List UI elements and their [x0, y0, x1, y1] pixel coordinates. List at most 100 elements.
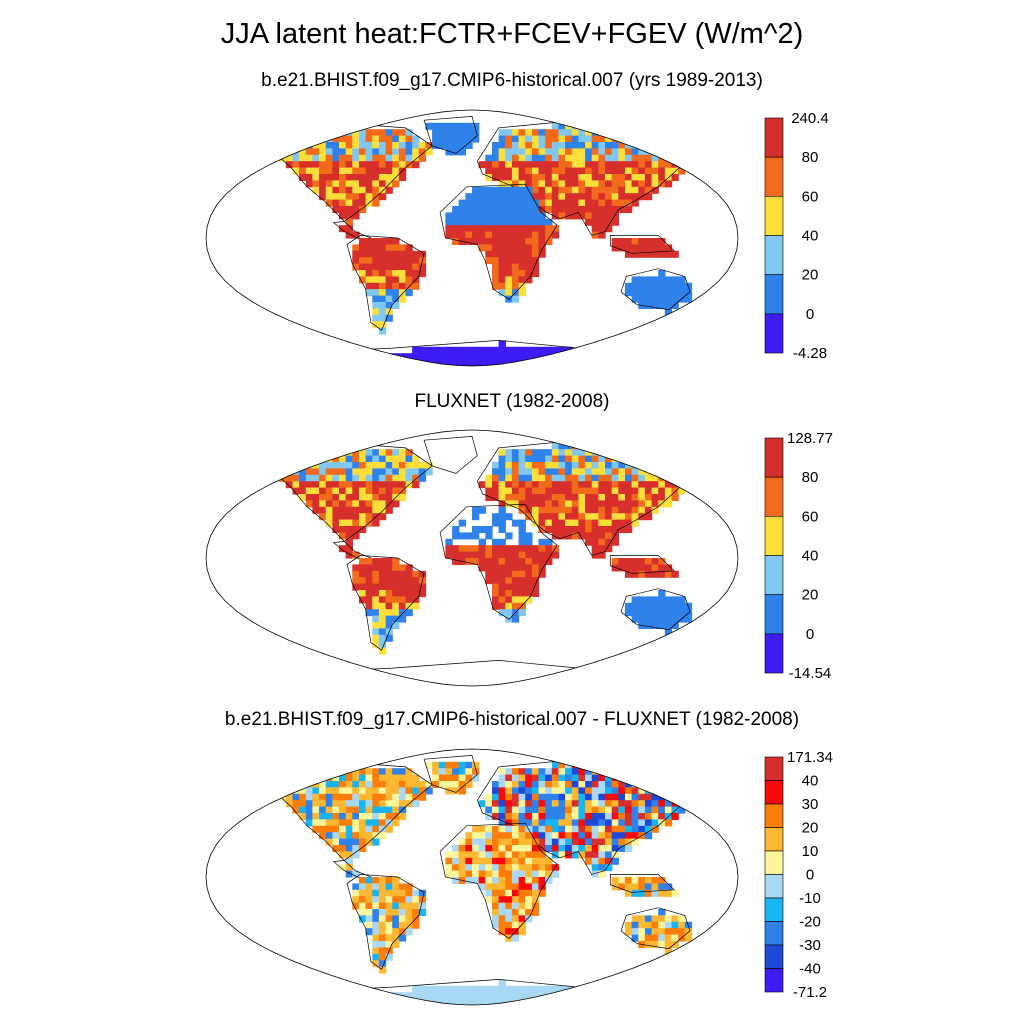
coastline-southAmerica: [346, 874, 425, 970]
continent-greenland: [423, 755, 480, 795]
colorbar-tick-label: 20: [802, 587, 819, 604]
colorbar-tick-label: 20: [802, 820, 819, 837]
colorbar-tick-label: -14.54: [789, 665, 832, 682]
panel-2-title: FLUXNET (1982-2008): [414, 391, 610, 412]
continent-greenland: [423, 116, 480, 156]
coastline-indonesia: [609, 235, 676, 254]
colorbar-swatch: [764, 313, 784, 354]
map-panel-3: [205, 748, 739, 1006]
continent-northAmerica: [269, 122, 433, 226]
colorbar-swatch: [764, 780, 784, 805]
colorbar-swatch: [764, 117, 784, 158]
continent-indonesia: [609, 874, 679, 897]
colorbar-swatch: [764, 897, 784, 922]
coastline-australia: [620, 907, 691, 950]
continent-indonesia: [609, 555, 679, 578]
coastline-southAmerica: [346, 235, 425, 331]
colorbar-tick-label: 30: [802, 796, 819, 813]
panel-3-map-svg: 171.34 40 30 20 10 0 -10 -20 -30 -40 -71.2: [205, 748, 833, 1006]
panel-3-title: b.e21.BHIST.f09_g17.CMIP6-historical.007…: [224, 709, 800, 730]
colorbar-tick-label: 0: [806, 867, 814, 884]
colorbar-tick-label: -4.28: [793, 345, 827, 362]
continent-antarctica: [285, 660, 659, 686]
colorbar-tick-label: 20: [802, 267, 819, 284]
panel-1: 240.4 80 60 40 20 0 -4.28: [0, 98, 1024, 378]
colorbar-swatch: [764, 274, 784, 315]
colorbar-tick-label: 80: [802, 469, 819, 486]
continent-australia: [620, 268, 693, 316]
land-field: [269, 436, 707, 686]
colorbar-swatch: [764, 756, 784, 781]
coastline-southAmerica: [346, 555, 425, 651]
colorbar-tick-label: 60: [802, 188, 819, 205]
colorbar-tick-label: 40: [802, 773, 819, 790]
colorbar-tick-label: -10: [799, 890, 821, 907]
colorbar-tick-label: 80: [802, 149, 819, 166]
coastline-northAmerica: [269, 761, 433, 861]
colorbar-tick-label: -20: [799, 914, 821, 931]
continent-australia: [620, 907, 693, 955]
colorbar-tick-label: 60: [802, 508, 819, 525]
continent-eurasia: [476, 758, 707, 878]
coastline-greenland: [423, 436, 478, 474]
coastline-antarctica: [285, 660, 659, 686]
coastline-africa: [439, 822, 558, 939]
map-panel-2: [205, 429, 739, 687]
colorbar-tick-label: 40: [802, 548, 819, 565]
colorbar-tick-label: 128.77: [787, 430, 833, 447]
continent-southAmerica: [346, 555, 427, 655]
panel-2-map-svg: 128.77 80 60 40 20 0 -14.54: [205, 429, 833, 687]
colorbar-swatch: [764, 594, 784, 635]
colorbar-swatch: [764, 803, 784, 828]
continent-indonesia: [609, 235, 679, 258]
coastline-indonesia: [609, 874, 676, 893]
coastline-africa: [439, 503, 558, 620]
coastline-australia: [620, 588, 691, 631]
coastline-northAmerica: [269, 122, 433, 222]
continent-antarctica: [285, 340, 659, 366]
coastline-indonesia: [609, 555, 676, 574]
continent-greenland: [423, 436, 478, 474]
continent-eurasia: [476, 439, 707, 559]
figure-title: JJA latent heat:FCTR+FCEV+FGEV (W/m^2): [220, 18, 804, 50]
colorbar-tick-label: -40: [799, 961, 821, 978]
land-field: [269, 755, 707, 1005]
colorbar-swatch: [764, 196, 784, 236]
continent-northAmerica: [269, 761, 433, 865]
panel-1-title: b.e21.BHIST.f09_g17.CMIP6-historical.007…: [261, 70, 763, 91]
panel-3: 171.34 40 30 20 10 0 -10 -20 -30 -40 -71.2: [0, 737, 1024, 1017]
land-field: [269, 116, 707, 366]
continent-africa: [439, 822, 560, 942]
coastline-australia: [620, 268, 691, 311]
continent-australia: [620, 588, 693, 636]
colorbar-swatch: [764, 516, 784, 556]
colorbar-swatch: [764, 633, 784, 674]
panel-2: 128.77 80 60 40 20 0 -14.54: [0, 418, 1024, 698]
coastline-africa: [439, 183, 558, 300]
colorbar-swatch: [764, 827, 784, 852]
colorbar-tick-label: 240.4: [791, 110, 829, 127]
colorbar-swatch: [764, 555, 784, 595]
colorbar-tick-label: 171.34: [787, 749, 833, 766]
continent-africa: [439, 503, 560, 623]
coastline-northAmerica: [269, 442, 433, 542]
continent-southAmerica: [346, 874, 427, 974]
map-frame: [205, 429, 739, 687]
coastline-greenland: [423, 116, 478, 154]
colorbar-tick-label: -30: [799, 937, 821, 954]
colorbar-swatch: [764, 850, 784, 875]
colorbar-panel-3: 171.34 40 30 20 10 0 -10 -20 -30 -40 -71.2: [764, 749, 833, 1001]
map-frame: [205, 748, 739, 1006]
colorbar-panel-2: 128.77 80 60 40 20 0 -14.54: [764, 430, 833, 682]
map-panel-1: [205, 109, 739, 367]
colorbar-tick-label: -71.2: [793, 984, 827, 1001]
colorbar-swatch: [764, 968, 784, 993]
continent-northAmerica: [269, 442, 433, 546]
colorbar-swatch: [764, 944, 784, 969]
map-frame: [205, 109, 739, 367]
continent-southAmerica: [346, 235, 427, 335]
colorbar-swatch: [764, 156, 784, 197]
colorbar-tick-label: 10: [802, 843, 819, 860]
continent-africa: [439, 183, 560, 303]
colorbar-tick-label: 0: [806, 626, 814, 643]
